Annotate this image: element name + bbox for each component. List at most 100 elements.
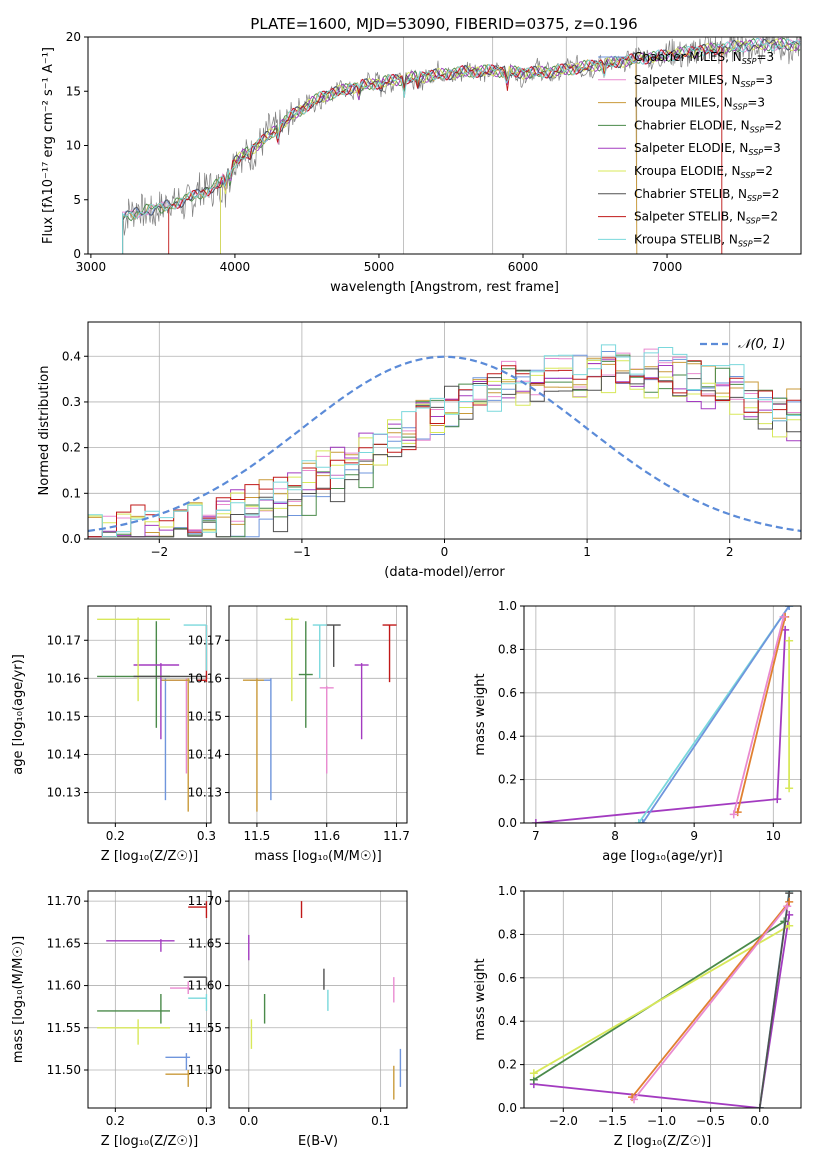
data-point-salpeter_stelib xyxy=(188,901,208,919)
axes-frame: −2.0 −1.5 −1.0 −0.5 0.0 0.0 0.2 0.4 0.6 0.8 1.0 Z [… xyxy=(473,884,802,1149)
mass-weight-line-orange xyxy=(736,616,787,813)
y-tick-label: 1.0 xyxy=(498,884,517,898)
y-tick-label: 0.0 xyxy=(498,1101,517,1115)
mass-weight-marker xyxy=(785,636,794,645)
mass-weight-marker xyxy=(755,1104,764,1108)
observed-spectrum xyxy=(122,37,801,236)
y-tick-label: 10.17 xyxy=(188,633,222,647)
axes-border xyxy=(87,890,212,1109)
legend-label-text: Kroupa ELODIE, N xyxy=(634,164,741,178)
x-tick-label: 3000 xyxy=(76,260,107,274)
x-axis-label: (data-model)/error xyxy=(384,565,505,580)
plot-area xyxy=(529,891,794,1108)
y-tick-label: 11.65 xyxy=(188,936,222,950)
y-axis-label: Normed distribution xyxy=(37,366,52,496)
data-point-kroupa_miles xyxy=(165,1070,191,1087)
x-tick-label: 1 xyxy=(583,545,591,559)
data-point-kroupa_elodie xyxy=(97,1019,170,1045)
x-tick-label: 0.2 xyxy=(106,1114,125,1128)
mass-weight-marker xyxy=(785,897,794,906)
mass-weight-marker xyxy=(773,795,782,804)
y-tick-label: 5 xyxy=(73,193,81,207)
y-tick-label: 11.55 xyxy=(188,1021,222,1035)
axes-border xyxy=(523,890,802,1109)
legend-label: Kroupa STELIB, NSSP=2 xyxy=(634,232,770,248)
mass-weight-line-orange xyxy=(631,901,790,1098)
x-tick-label: 0.1 xyxy=(371,1114,390,1128)
y-axis-label: mass weight xyxy=(473,958,488,1040)
data-point-kroupa_elodie xyxy=(284,617,299,702)
data-point-salpeter_miles xyxy=(170,678,189,774)
figure-title: PLATE=1600, MJD=53090, FIBERID=0375, z=0… xyxy=(250,15,637,33)
data-point-chabrier_elodie xyxy=(97,994,170,1024)
y-tick-label: 10.13 xyxy=(188,786,222,800)
axes-frame: 3000 4000 5000 6000 7000 0 5 10 15 20 wavelength [… xyxy=(41,30,802,295)
y-tick-label: 11.65 xyxy=(47,936,81,950)
mass-weight-line-kroupa_elodie xyxy=(533,924,790,1075)
y-tick-label: 11.60 xyxy=(47,979,81,993)
data-point-chabrier_stelib xyxy=(326,624,341,667)
data-point-kroupa_miles xyxy=(160,678,191,812)
x-axis-label: E(B-V) xyxy=(298,1134,338,1149)
legend-label-suffix: =2 xyxy=(762,187,780,201)
plot-area xyxy=(242,617,397,812)
x-tick-label: 6000 xyxy=(508,260,539,274)
y-tick-label: 10.14 xyxy=(188,747,222,761)
mass-weight-line-salpeter_elodie xyxy=(533,914,791,1108)
x-tick-label: 7000 xyxy=(652,260,683,274)
y-tick-label: 10.15 xyxy=(47,709,81,723)
legend-label-subscript: SSP xyxy=(742,57,757,66)
plot-area xyxy=(97,901,208,1087)
mass-weight-line-salpeter_miles xyxy=(633,905,788,1100)
y-tick-label: 10.13 xyxy=(47,786,81,800)
model-spectrum-8 xyxy=(122,37,801,254)
residual-histogram-kroupa_stelib xyxy=(88,344,801,538)
mass-weight-marker xyxy=(785,606,794,610)
legend-label: Chabrier STELIB, NSSP=2 xyxy=(634,187,779,203)
data-point-salpeter_elodie xyxy=(106,939,175,952)
y-axis-label: mass [log₁₀(M/M☉)] xyxy=(11,936,26,1063)
x-tick-label: −2 xyxy=(150,545,168,559)
mass-weight-marker xyxy=(634,819,643,823)
model-spectrum-2 xyxy=(122,54,638,254)
axes-frame: 0.2 0.3 11.50 11.55 11.60 11.65 11.70 Z [log₁₀(… xyxy=(11,890,216,1149)
axes-border xyxy=(228,605,408,824)
x-tick-label: 0.3 xyxy=(197,1114,216,1128)
y-tick-label: 10 xyxy=(66,139,81,153)
data-point-kroupa_elodie xyxy=(97,617,170,702)
x-tick-label: 0.2 xyxy=(106,829,125,843)
grid-lines xyxy=(229,891,407,1108)
legend-label-subscript: SSP xyxy=(748,148,763,157)
spectrum-panel: 3000 4000 5000 6000 7000 0 5 10 15 20 wavelength [… xyxy=(41,30,802,295)
y-tick-label: 0.8 xyxy=(498,642,517,656)
legend-label: Kroupa MILES, NSSP=3 xyxy=(634,96,765,112)
legend-label-text: Salpeter ELODIE, N xyxy=(634,141,748,155)
y-tick-label: 20 xyxy=(66,30,81,44)
y-tick-label: 11.70 xyxy=(47,894,81,908)
y-tick-label: 0.4 xyxy=(62,349,81,363)
y-tick-label: 11.70 xyxy=(188,894,222,908)
y-tick-label: 11.50 xyxy=(47,1063,81,1077)
y-tick-label: 0.6 xyxy=(498,686,517,700)
data-point-chabrier_miles xyxy=(160,678,189,801)
data-point-salpeter_elodie xyxy=(354,663,369,740)
legend-label: Salpeter STELIB, NSSP=2 xyxy=(634,210,778,226)
legend-label-suffix: =2 xyxy=(755,164,773,178)
axes-frame: 0.2 0.3 10.13 10.14 10.15 10.16 10.17 Z [log₁₀(… xyxy=(11,605,216,864)
y-tick-label: 15 xyxy=(66,84,81,98)
age-vs-metallicity-panel: 0.2 0.3 10.13 10.14 10.15 10.16 10.17 Z [log₁₀(… xyxy=(11,605,216,864)
legend: 𝒩(0, 1) xyxy=(700,337,785,352)
data-point-kroupa_miles xyxy=(242,678,264,812)
x-tick-label: 7 xyxy=(532,829,540,843)
y-tick-label: 10.14 xyxy=(47,747,81,761)
mass-weight-vs-age-panel: 7 8 9 10 0.0 0.2 0.4 0.6 0.8 1.0 age [log₁₀(age/yr… xyxy=(473,599,802,864)
y-tick-label: 11.55 xyxy=(47,1021,81,1035)
y-tick-label: 0.2 xyxy=(498,1058,517,1072)
x-tick-label: 10 xyxy=(766,829,781,843)
legend-label-suffix: =3 xyxy=(763,141,781,155)
legend-label-subscript: SSP xyxy=(741,171,756,180)
mass-weight-marker xyxy=(630,1095,639,1104)
legend-label-subscript: SSP xyxy=(750,125,765,134)
mass-weight-marker xyxy=(785,784,794,793)
